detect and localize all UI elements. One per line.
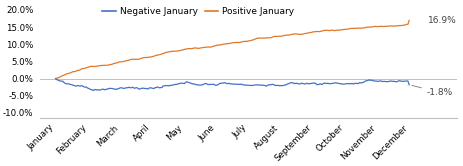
Legend: Negative January, Positive January: Negative January, Positive January <box>99 3 297 20</box>
Text: 16.9%: 16.9% <box>427 16 456 25</box>
Text: -1.8%: -1.8% <box>411 85 452 97</box>
